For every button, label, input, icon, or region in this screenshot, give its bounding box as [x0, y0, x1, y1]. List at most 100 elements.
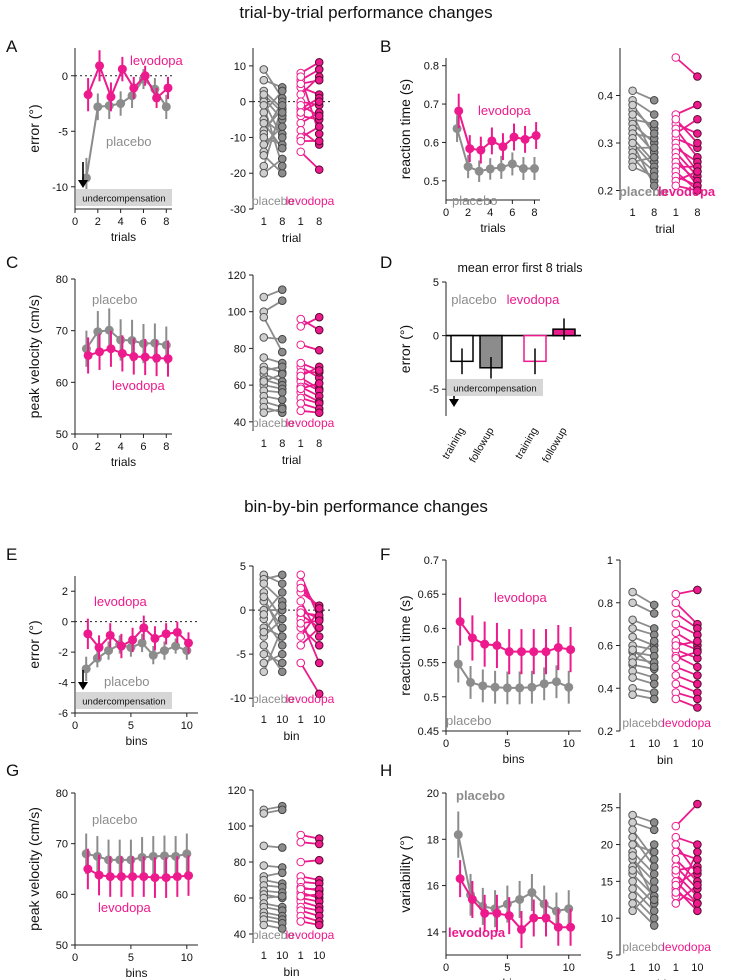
pre-point [296, 837, 306, 847]
legend-levodopa: levodopa [94, 594, 148, 609]
data-point [515, 894, 525, 904]
x-axis-label: trial [282, 231, 301, 245]
series-line [85, 641, 188, 670]
pre-point [628, 825, 637, 835]
post-point [277, 570, 287, 580]
pre-point [296, 371, 306, 381]
y-tick-label: 0 [240, 97, 246, 109]
pre-point [259, 366, 269, 375]
data-point [126, 855, 136, 865]
post-point [649, 129, 659, 138]
y-tick-label: 0 [62, 71, 68, 83]
pre-point [628, 100, 637, 110]
y-tick-label: -30 [230, 204, 246, 216]
group-levodopa [296, 58, 324, 174]
group-label-placebo: placebo [252, 692, 294, 706]
data-point [504, 647, 514, 657]
pre-point [628, 645, 637, 655]
y-axis-label: reaction time (s) [397, 79, 413, 179]
post-point [693, 662, 702, 672]
group-label-placebo: placebo [252, 928, 294, 942]
x-tick-label: 10 [181, 720, 193, 732]
pre-point [296, 641, 306, 650]
legend-placebo: placebo [92, 812, 138, 827]
pre-point [671, 53, 681, 62]
pre-point [259, 641, 269, 650]
data-point [93, 102, 103, 112]
legend-levodopa: levodopa [494, 590, 548, 605]
data-point [150, 633, 160, 643]
post-point [693, 799, 702, 809]
data-point [159, 851, 169, 861]
x-tick-label: 1 [630, 738, 636, 750]
pre-point [671, 679, 681, 689]
x-tick-label: 8 [279, 438, 285, 450]
x-tick-label: 10 [181, 952, 193, 964]
data-point [465, 144, 475, 154]
data-point [161, 629, 171, 639]
pre-point [671, 888, 681, 897]
post-point [649, 862, 659, 871]
data-point [129, 352, 139, 361]
data-point [455, 874, 465, 884]
pre-point [259, 667, 269, 677]
pre-point [671, 654, 681, 663]
post-point [649, 921, 659, 930]
data-point [83, 350, 93, 360]
data-point [553, 643, 563, 653]
pair-line [631, 895, 655, 919]
data-point [566, 645, 576, 655]
data-point [92, 851, 102, 861]
y-tick-label: -20 [230, 168, 246, 180]
x-tick-label: 5 [128, 720, 134, 732]
data-point [553, 922, 563, 932]
pre-point [296, 358, 306, 368]
data-point [182, 646, 192, 656]
data-point [104, 325, 114, 335]
x-tick-label: 8 [163, 441, 169, 453]
post-point [314, 641, 324, 650]
post-point [277, 924, 287, 933]
pre-point [671, 628, 681, 637]
down-arrow-icon [78, 180, 88, 188]
pre-point [296, 917, 306, 926]
y-tick-label: 60 [56, 377, 68, 389]
pair-line [675, 602, 699, 625]
post-point [693, 114, 702, 124]
panel-label: H [380, 761, 392, 780]
post-point [649, 679, 659, 689]
x-axis-label: bin [283, 729, 299, 743]
data-point [127, 335, 137, 345]
post-point [649, 171, 659, 181]
data-point [161, 340, 171, 350]
group-placebo [259, 285, 287, 417]
post-point [277, 579, 287, 588]
post-point [314, 58, 324, 67]
y-axis-label: error (°) [397, 325, 413, 373]
post-point [277, 154, 287, 164]
x-axis-label: trials [111, 230, 136, 244]
y-tick-label: 0 [62, 617, 68, 629]
y-tick-label: 0.6 [424, 137, 439, 149]
post-point [277, 843, 287, 852]
post-point [649, 152, 659, 162]
data-point [83, 629, 93, 639]
y-tick-label: 80 [234, 343, 246, 355]
group-label-placebo: placebo [451, 292, 497, 307]
data-point [183, 638, 193, 648]
post-point [314, 604, 324, 613]
data-point [148, 851, 158, 861]
data-point [487, 136, 497, 146]
data-point [117, 348, 127, 358]
chart-C: C 50 60 70 80 peak velocity (cm/s) 0 2 4 6 8 trials… [6, 253, 173, 469]
post-point [649, 877, 659, 886]
post-point [649, 906, 659, 916]
group-label-levodopa: levodopa [658, 184, 716, 199]
series-levodopa [454, 93, 541, 164]
group-levodopa [296, 830, 324, 930]
pre-point [259, 118, 269, 128]
undercompensation-box [76, 189, 172, 206]
post-point [277, 667, 287, 677]
pre-point [628, 658, 637, 667]
